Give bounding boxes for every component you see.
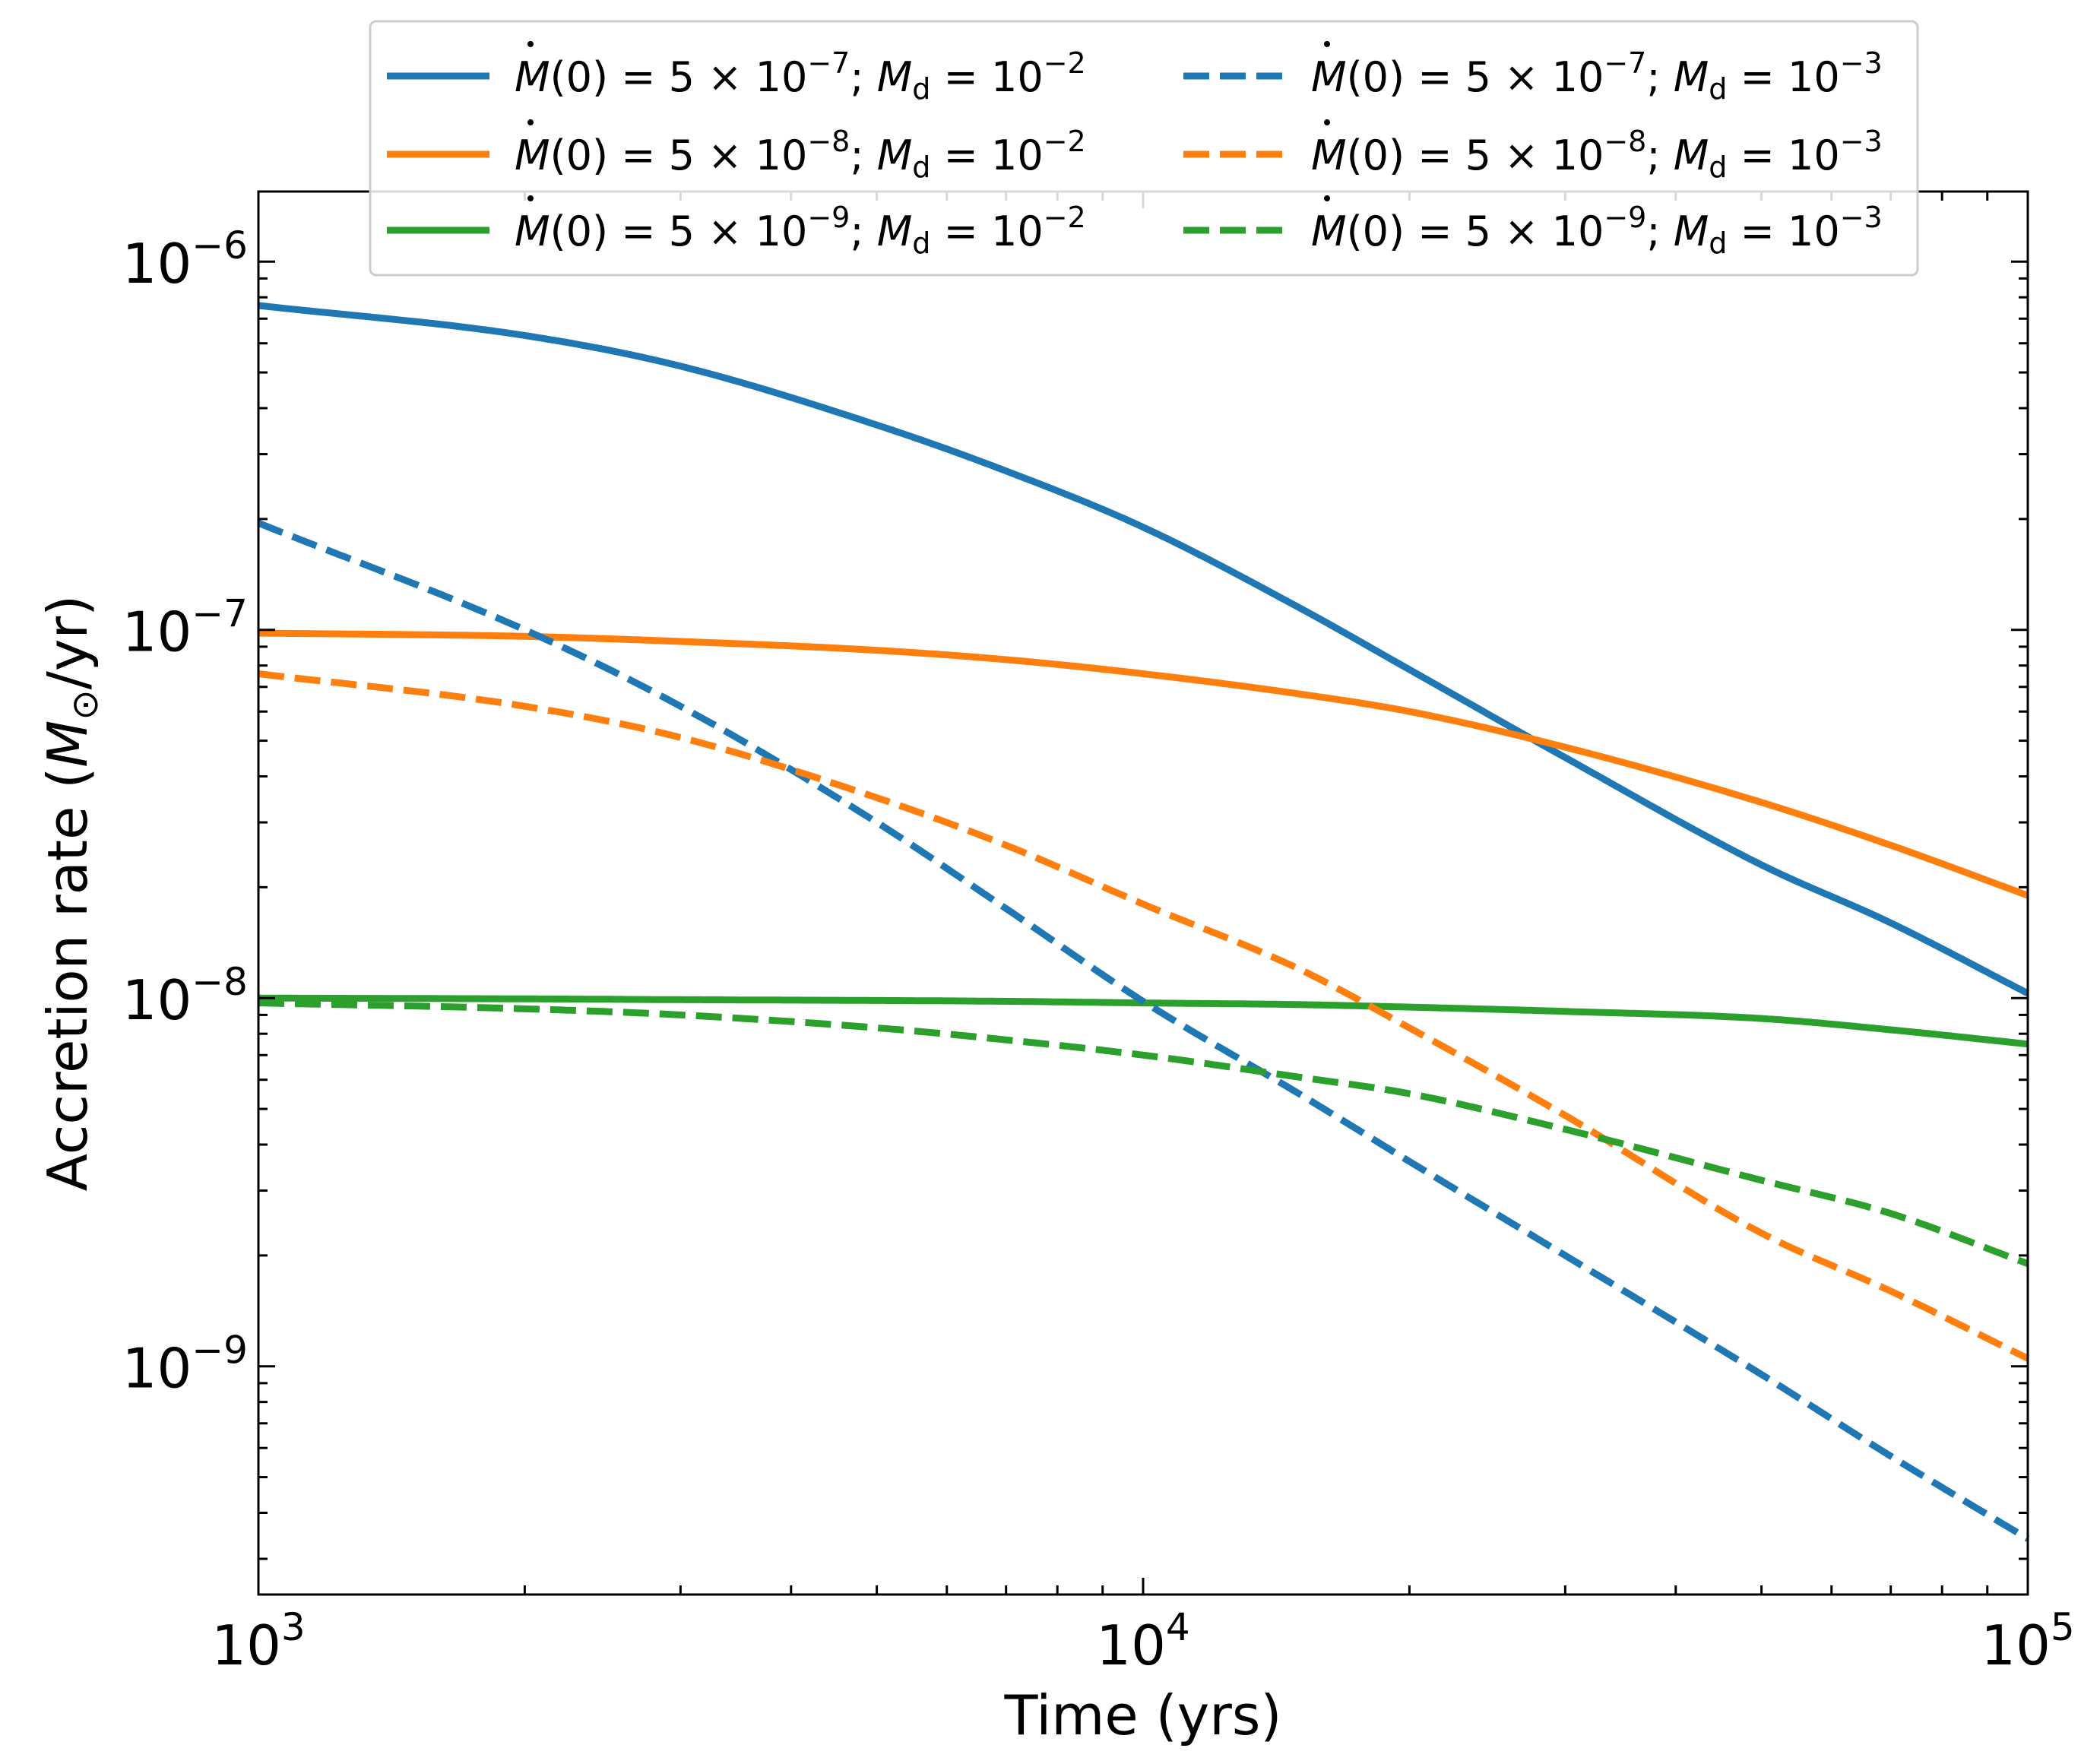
series-line-solid-mdot5e-7 — [258, 302, 2030, 997]
series-line-solid-mdot5e-9 — [258, 994, 2029, 1048]
legend-mdot-accent — [1324, 41, 1330, 47]
series-lines — [257, 302, 2030, 1542]
y-axis-title-suffix: /yr) — [36, 595, 100, 690]
legend-mdot-accent — [1324, 119, 1330, 125]
x-axis-title: Time (yrs) — [1004, 1683, 1282, 1747]
legend-label-dashed-mdot5e-8: M(0) = 5 × 10−8; Md = 10−3 — [1311, 125, 1883, 184]
x-tick-label: 104 — [1096, 1605, 1189, 1677]
y-axis-title-symbol: M — [36, 720, 100, 768]
x-tick-label: 103 — [211, 1605, 305, 1677]
legend-mdot-accent — [1324, 195, 1330, 201]
legend: M(0) = 5 × 10−7; Md = 10−2 M(0) = 5 × 10−… — [369, 20, 1919, 277]
y-axis-title-prefix: Accretion rate ( — [36, 768, 100, 1192]
legend-label-solid-mdot5e-8: M(0) = 5 × 10−8; Md = 10−2 — [515, 125, 1086, 184]
legend-label-solid-mdot5e-9: M(0) = 5 × 10−9; Md = 10−2 — [515, 201, 1086, 260]
series-line-dashed-mdot5e-8 — [258, 670, 2029, 1362]
y-tick-label: 10−7 — [122, 592, 248, 664]
y-axis-title: Accretion rate (M⊙/yr) — [36, 595, 106, 1191]
y-tick-label: 10−6 — [122, 223, 248, 296]
y-tick-label: 10−8 — [122, 960, 248, 1032]
legend-box — [369, 20, 1919, 277]
legend-mdot-accent — [527, 195, 534, 201]
series-line-solid-mdot5e-8 — [258, 629, 2029, 899]
legend-label-dashed-mdot5e-9: M(0) = 5 × 10−9; Md = 10−3 — [1311, 201, 1883, 260]
tick-labels: 103 104 105 10−6 10−7 10−8 10−9 — [122, 223, 2075, 1677]
legend-mdot-accent — [527, 41, 534, 47]
legend-mdot-accent — [527, 119, 534, 125]
y-axis-title-sun-subscript: ⊙ — [64, 689, 106, 720]
x-tick-label: 105 — [1981, 1605, 2074, 1677]
legend-label-solid-mdot5e-7: M(0) = 5 × 10−7; Md = 10−2 — [515, 46, 1086, 106]
y-tick-label: 10−9 — [122, 1329, 248, 1401]
legend-label-dashed-mdot5e-7: M(0) = 5 × 10−7; Md = 10−3 — [1311, 46, 1883, 106]
series-line-dashed-mdot5e-9 — [258, 999, 2029, 1267]
series-line-dashed-mdot5e-7 — [257, 520, 2030, 1542]
